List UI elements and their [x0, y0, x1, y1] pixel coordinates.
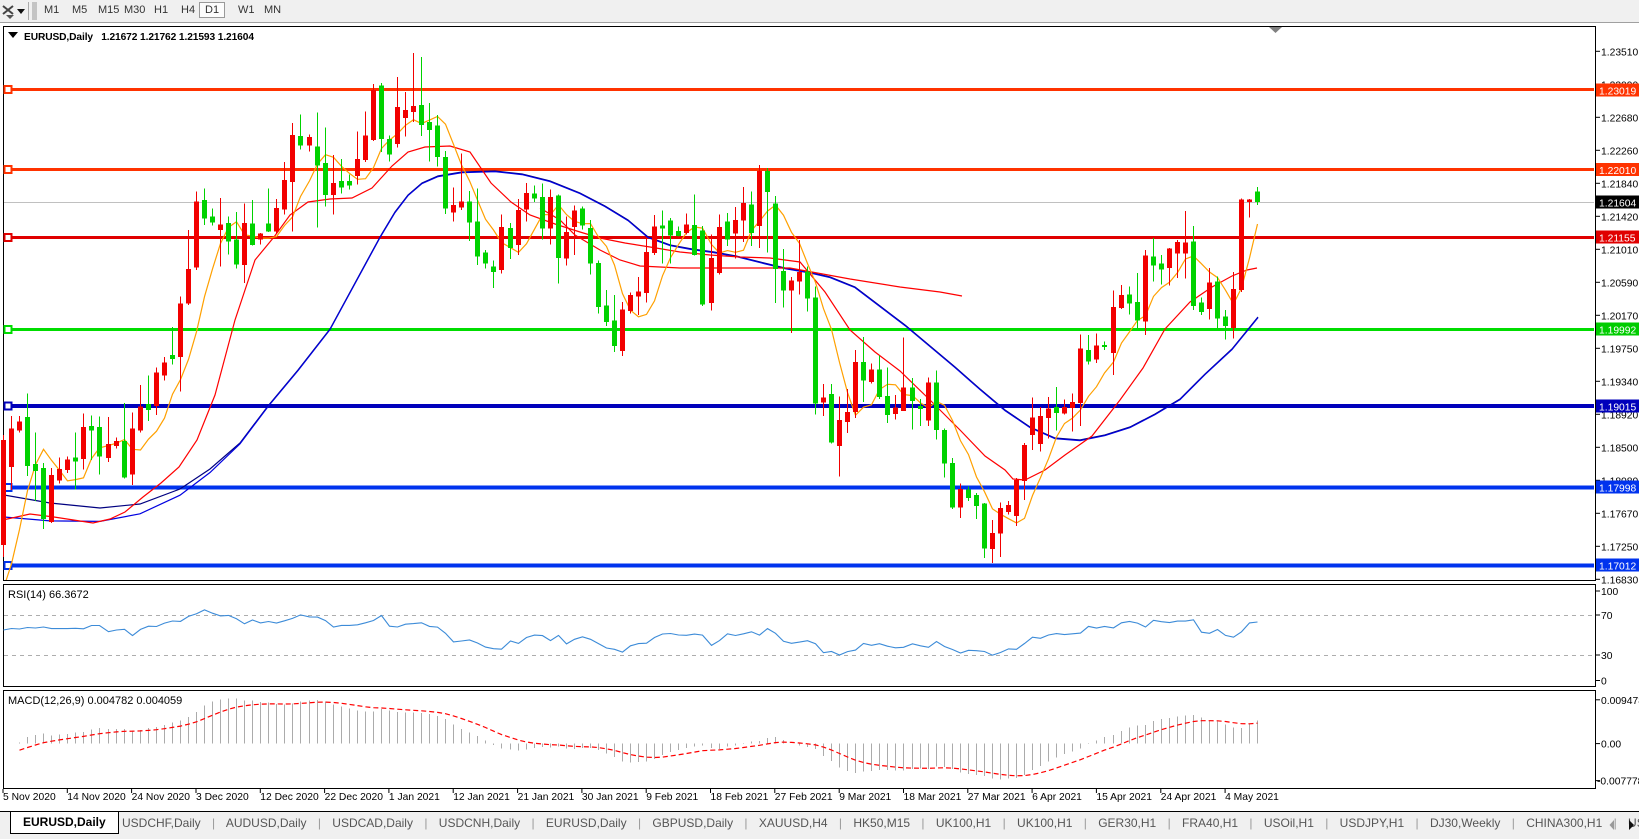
svg-text:1.18500: 1.18500 — [1601, 443, 1638, 454]
svg-text:1.20170: 1.20170 — [1601, 311, 1638, 322]
svg-text:14 Nov 2020: 14 Nov 2020 — [67, 792, 126, 803]
svg-text:1.17998: 1.17998 — [1599, 484, 1636, 495]
svg-text:1.23019: 1.23019 — [1599, 87, 1636, 98]
svg-text:EURUSD,Daily 1.21672 1.21762: EURUSD,Daily 1.21672 1.21762 1.21593 1.2… — [24, 32, 254, 43]
svg-text:1.19015: 1.19015 — [1599, 403, 1636, 414]
svg-text:1.16830: 1.16830 — [1601, 575, 1638, 586]
svg-text:18 Feb 2021: 18 Feb 2021 — [711, 792, 769, 803]
svg-text:100: 100 — [1601, 587, 1618, 598]
svg-text:1.20590: 1.20590 — [1601, 278, 1638, 289]
svg-text:0.009478: 0.009478 — [1601, 696, 1639, 707]
svg-text:1.17012: 1.17012 — [1599, 562, 1636, 573]
svg-text:-0.007778: -0.007778 — [1597, 777, 1639, 788]
svg-text:1.18920: 1.18920 — [1601, 410, 1638, 421]
svg-text:24 Nov 2020: 24 Nov 2020 — [132, 792, 191, 803]
svg-text:1.21840: 1.21840 — [1601, 179, 1638, 190]
svg-text:21 Jan 2021: 21 Jan 2021 — [518, 792, 575, 803]
svg-text:1.21604: 1.21604 — [1599, 199, 1636, 210]
svg-text:30: 30 — [1601, 651, 1613, 662]
svg-text:22 Dec 2020: 22 Dec 2020 — [325, 792, 384, 803]
svg-text:1.19340: 1.19340 — [1601, 377, 1638, 388]
svg-text:9 Feb 2021: 9 Feb 2021 — [646, 792, 698, 803]
svg-text:6 Apr 2021: 6 Apr 2021 — [1032, 792, 1082, 803]
svg-text:1.21010: 1.21010 — [1601, 245, 1638, 256]
svg-text:15 Apr 2021: 15 Apr 2021 — [1096, 792, 1152, 803]
svg-text:1.22680: 1.22680 — [1601, 113, 1638, 124]
svg-text:70: 70 — [1601, 611, 1613, 622]
svg-text:1.23510: 1.23510 — [1601, 47, 1638, 58]
svg-text:5 Nov 2020: 5 Nov 2020 — [3, 792, 56, 803]
svg-text:1.21155: 1.21155 — [1599, 234, 1636, 245]
svg-text:1.19992: 1.19992 — [1599, 326, 1636, 337]
svg-text:1.19750: 1.19750 — [1601, 344, 1638, 355]
svg-text:30 Jan 2021: 30 Jan 2021 — [582, 792, 639, 803]
svg-text:3 Dec 2020: 3 Dec 2020 — [196, 792, 249, 803]
svg-text:MACD(12,26,9) 0.004782 0.00405: MACD(12,26,9) 0.004782 0.004059 — [8, 695, 182, 707]
svg-text:1.17250: 1.17250 — [1601, 542, 1638, 553]
svg-text:1.21420: 1.21420 — [1601, 212, 1638, 223]
svg-text:1.22260: 1.22260 — [1601, 146, 1638, 157]
svg-text:RSI(14) 66.3672: RSI(14) 66.3672 — [8, 589, 89, 601]
svg-text:18 Mar 2021: 18 Mar 2021 — [904, 792, 962, 803]
svg-text:1 Jan 2021: 1 Jan 2021 — [389, 792, 440, 803]
svg-text:1.22010: 1.22010 — [1599, 166, 1636, 177]
svg-text:12 Dec 2020: 12 Dec 2020 — [260, 792, 319, 803]
svg-text:0: 0 — [1601, 677, 1607, 688]
svg-text:24 Apr 2021: 24 Apr 2021 — [1161, 792, 1217, 803]
svg-text:12 Jan 2021: 12 Jan 2021 — [453, 792, 510, 803]
svg-text:1.17670: 1.17670 — [1601, 509, 1638, 520]
svg-text:0.00: 0.00 — [1601, 740, 1621, 751]
svg-text:4 May 2021: 4 May 2021 — [1225, 792, 1279, 803]
svg-text:27 Mar 2021: 27 Mar 2021 — [968, 792, 1026, 803]
svg-text:9 Mar 2021: 9 Mar 2021 — [839, 792, 891, 803]
svg-text:27 Feb 2021: 27 Feb 2021 — [775, 792, 833, 803]
